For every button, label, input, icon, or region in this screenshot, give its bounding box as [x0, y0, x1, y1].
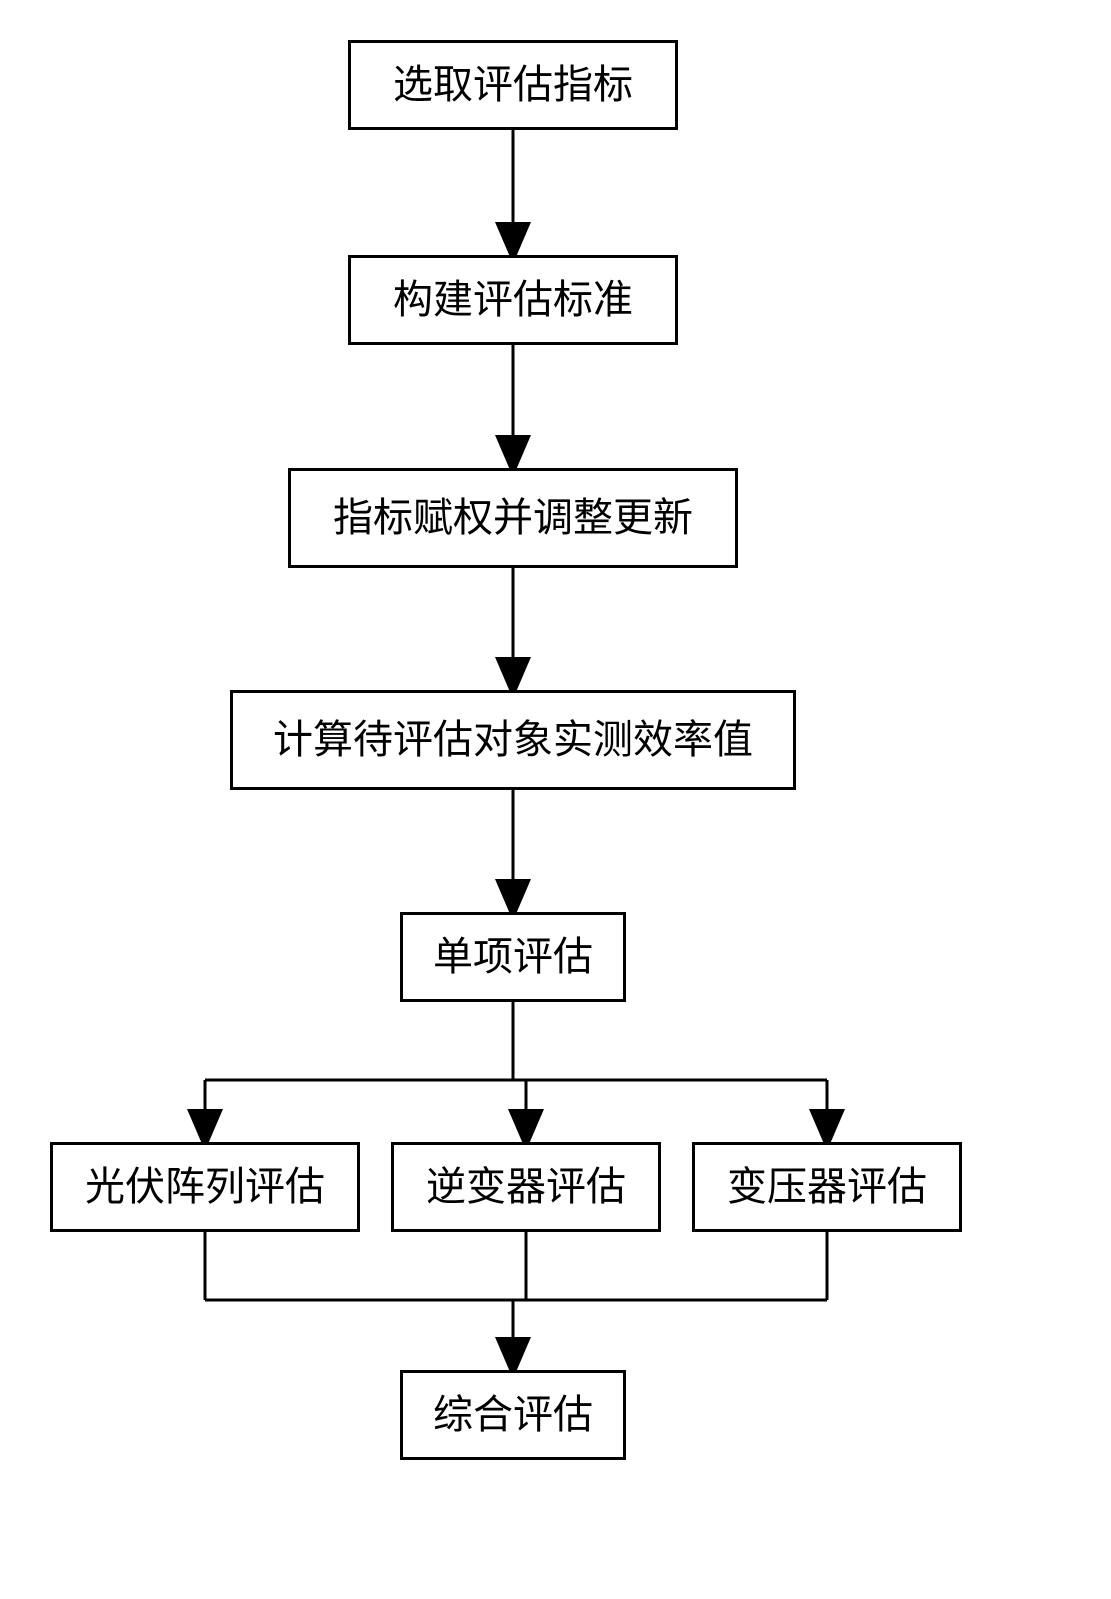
- flow-node-n4: 计算待评估对象实测效率值: [230, 690, 796, 790]
- flow-node-label: 计算待评估对象实测效率值: [273, 714, 753, 766]
- flow-node-n7: 逆变器评估: [391, 1142, 661, 1232]
- flow-node-n2: 构建评估标准: [348, 255, 678, 345]
- flow-node-label: 变压器评估: [727, 1161, 927, 1213]
- flow-node-n5: 单项评估: [400, 912, 626, 1002]
- connectors-svg: [0, 0, 1111, 1599]
- flow-node-label: 光伏阵列评估: [85, 1161, 325, 1213]
- flow-node-n3: 指标赋权并调整更新: [288, 468, 738, 568]
- flow-node-n1: 选取评估指标: [348, 40, 678, 130]
- flow-node-label: 构建评估标准: [393, 274, 633, 326]
- flow-node-n8: 变压器评估: [692, 1142, 962, 1232]
- flowchart-container: 选取评估指标构建评估标准指标赋权并调整更新计算待评估对象实测效率值单项评估光伏阵…: [0, 0, 1111, 1599]
- flow-node-label: 指标赋权并调整更新: [333, 492, 693, 544]
- flow-node-label: 选取评估指标: [393, 59, 633, 111]
- flow-node-n9: 综合评估: [400, 1370, 626, 1460]
- flow-node-label: 单项评估: [433, 931, 593, 983]
- flow-node-n6: 光伏阵列评估: [50, 1142, 360, 1232]
- flow-node-label: 逆变器评估: [426, 1161, 626, 1213]
- flow-node-label: 综合评估: [433, 1389, 593, 1441]
